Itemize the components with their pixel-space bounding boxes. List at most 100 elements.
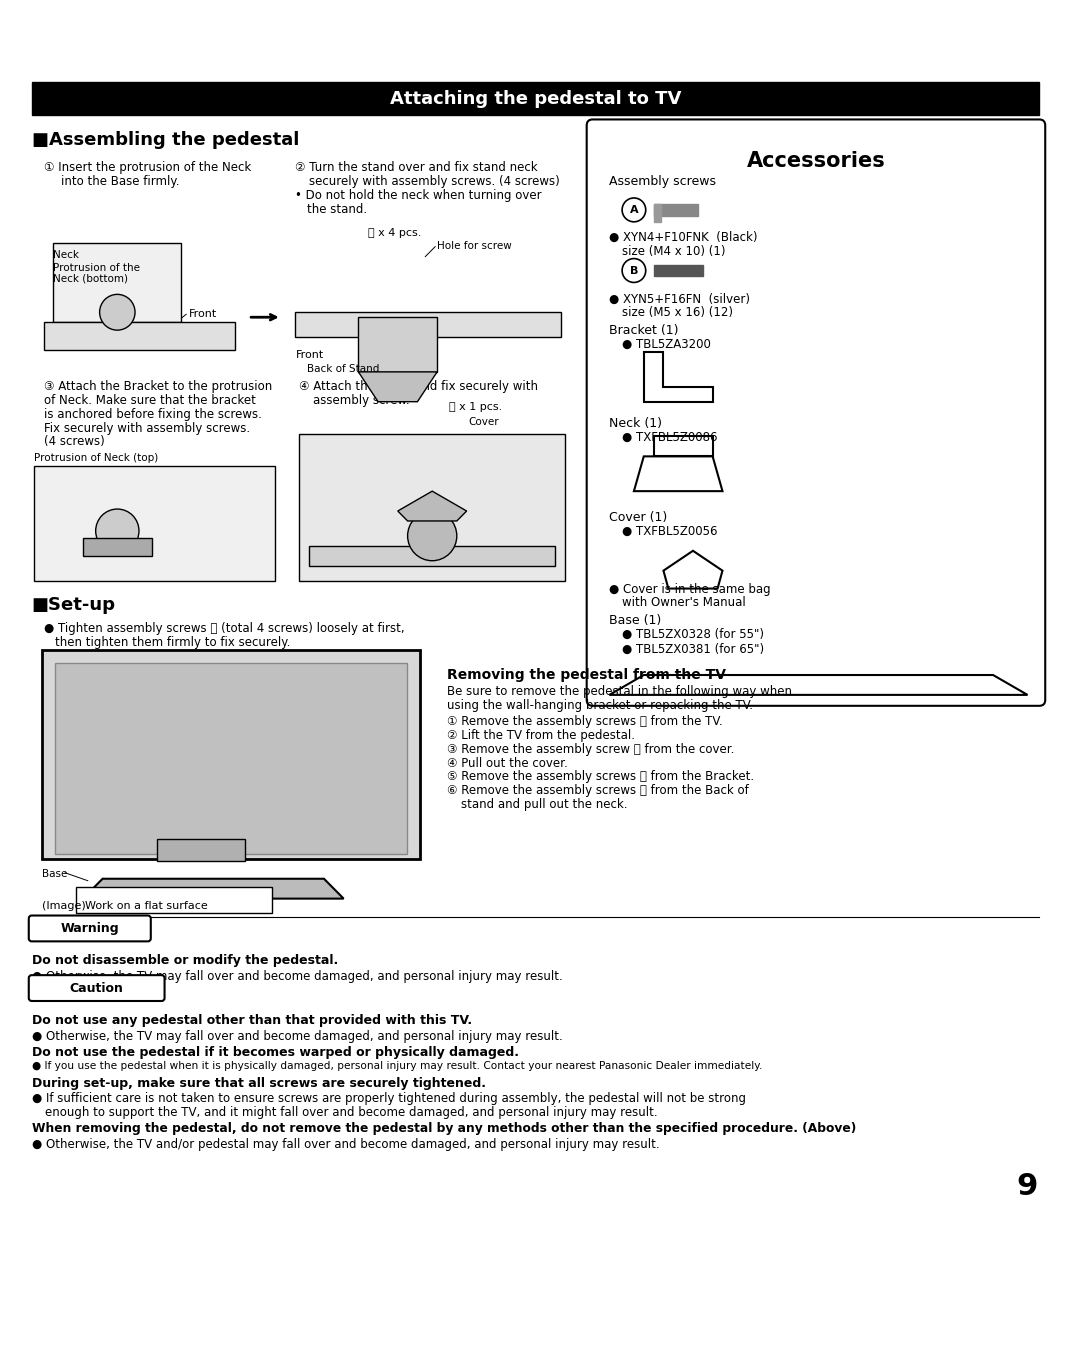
- Text: ● Otherwise, the TV and/or pedestal may fall over and become damaged, and person: ● Otherwise, the TV and/or pedestal may …: [31, 1138, 660, 1151]
- Text: (Image): (Image): [41, 901, 85, 911]
- Text: ④ Attach the cover and fix securely with: ④ Attach the cover and fix securely with: [299, 380, 538, 392]
- Polygon shape: [83, 878, 343, 898]
- Text: ● XYN4+F10FNK  (Black): ● XYN4+F10FNK (Black): [609, 231, 758, 244]
- Text: of Neck. Make sure that the bracket: of Neck. Make sure that the bracket: [43, 394, 255, 407]
- Text: Front: Front: [189, 310, 217, 319]
- Text: • Do not hold the neck when turning over: • Do not hold the neck when turning over: [296, 189, 542, 202]
- Text: Removing the pedestal from the TV: Removing the pedestal from the TV: [447, 668, 726, 682]
- Circle shape: [622, 258, 646, 283]
- Text: Cover: Cover: [469, 417, 499, 426]
- Circle shape: [407, 511, 457, 560]
- Bar: [299, 433, 565, 580]
- Text: ● TBL5ZX0381 (for 65"): ● TBL5ZX0381 (for 65"): [622, 643, 765, 656]
- Text: Do not use the pedestal if it becomes warped or physically damaged.: Do not use the pedestal if it becomes wa…: [31, 1046, 518, 1058]
- Text: Rear side: Rear side: [197, 666, 252, 678]
- Text: Assembly screws: Assembly screws: [609, 175, 716, 188]
- Bar: [55, 663, 407, 854]
- Text: Neck (bottom): Neck (bottom): [53, 273, 129, 284]
- Circle shape: [622, 198, 646, 222]
- Bar: [296, 313, 562, 337]
- Text: Fix securely with assembly screws.: Fix securely with assembly screws.: [43, 422, 249, 434]
- Text: ① Insert the protrusion of the Neck: ① Insert the protrusion of the Neck: [43, 161, 251, 175]
- Text: B: B: [630, 265, 638, 276]
- Bar: [309, 545, 555, 566]
- Bar: [653, 204, 661, 222]
- Text: installation: installation: [201, 759, 259, 770]
- Text: ● If sufficient care is not taken to ensure screws are properly tightened during: ● If sufficient care is not taken to ens…: [31, 1092, 745, 1105]
- Text: Cover (1): Cover (1): [609, 511, 667, 524]
- Text: Ⓑ x 4 pcs.: Ⓑ x 4 pcs.: [368, 227, 421, 238]
- Text: ① Remove the assembly screws Ⓑ from the TV.: ① Remove the assembly screws Ⓑ from the …: [447, 714, 723, 728]
- Text: Bracket (1): Bracket (1): [609, 325, 679, 337]
- Text: Base (1): Base (1): [609, 614, 662, 628]
- Bar: [157, 839, 245, 861]
- Text: ③ Remove the assembly screw Ⓐ from the cover.: ③ Remove the assembly screw Ⓐ from the c…: [447, 743, 734, 755]
- Text: Do not disassemble or modify the pedestal.: Do not disassemble or modify the pedesta…: [31, 954, 338, 967]
- Text: Ⓑ x 4 pcs.: Ⓑ x 4 pcs.: [163, 800, 217, 809]
- Text: is anchored before fixing the screws.: is anchored before fixing the screws.: [43, 407, 261, 421]
- Bar: [83, 538, 152, 556]
- Bar: [359, 317, 437, 372]
- Polygon shape: [397, 491, 467, 521]
- Text: Arrow: Arrow: [58, 717, 89, 728]
- Text: then tighten them firmly to fix securely.: then tighten them firmly to fix securely…: [55, 636, 291, 649]
- Text: Base: Base: [41, 869, 67, 879]
- Text: Front: Front: [296, 350, 324, 360]
- Bar: [41, 651, 420, 859]
- FancyBboxPatch shape: [586, 119, 1045, 706]
- Text: Hole for pedestal: Hole for pedestal: [201, 748, 291, 758]
- FancyBboxPatch shape: [76, 886, 272, 912]
- Text: 9: 9: [1017, 1172, 1038, 1201]
- Text: ● Otherwise, the TV may fall over and become damaged, and personal injury may re: ● Otherwise, the TV may fall over and be…: [31, 970, 563, 984]
- Bar: [653, 265, 703, 276]
- Text: Caution: Caution: [70, 981, 123, 994]
- Text: When removing the pedestal, do not remove the pedestal by any methods other than: When removing the pedestal, do not remov…: [31, 1122, 856, 1135]
- Text: ■Set-up: ■Set-up: [31, 597, 116, 614]
- Text: the stand.: the stand.: [307, 203, 367, 216]
- Text: size (M5 x 16) (12): size (M5 x 16) (12): [622, 306, 733, 319]
- Text: Bracket: Bracket: [229, 833, 269, 843]
- Bar: [43, 322, 235, 350]
- Text: Back of Stand: Back of Stand: [307, 364, 379, 373]
- Text: Ⓑ x 4 pcs.: Ⓑ x 4 pcs.: [130, 467, 184, 476]
- Text: ● XYN5+F16FN  (silver): ● XYN5+F16FN (silver): [609, 292, 751, 306]
- Bar: [653, 204, 698, 216]
- Text: A: A: [630, 204, 638, 215]
- Bar: [31, 81, 1039, 115]
- Text: Do not use any pedestal other than that provided with this TV.: Do not use any pedestal other than that …: [31, 1013, 472, 1027]
- FancyBboxPatch shape: [29, 916, 151, 942]
- Circle shape: [96, 509, 139, 553]
- Text: Hole for screw: Hole for screw: [437, 241, 512, 250]
- FancyBboxPatch shape: [29, 976, 164, 1001]
- Text: with Owner's Manual: with Owner's Manual: [622, 597, 746, 609]
- Text: into the Base firmly.: into the Base firmly.: [62, 175, 179, 188]
- Text: (4 screws): (4 screws): [43, 436, 105, 448]
- Text: Work on a flat surface: Work on a flat surface: [85, 901, 207, 911]
- Bar: [653, 437, 713, 456]
- Text: ● TXFBL5Z0056: ● TXFBL5Z0056: [622, 525, 717, 538]
- Text: mark: mark: [58, 729, 85, 740]
- Text: ⑤ Remove the assembly screws Ⓑ from the Bracket.: ⑤ Remove the assembly screws Ⓑ from the …: [447, 770, 754, 783]
- Text: stand and pull out the neck.: stand and pull out the neck.: [461, 798, 627, 812]
- Text: Attaching the pedestal to TV: Attaching the pedestal to TV: [390, 89, 681, 108]
- Text: ● Otherwise, the TV may fall over and become damaged, and personal injury may re: ● Otherwise, the TV may fall over and be…: [31, 1030, 563, 1043]
- Text: ④ Pull out the cover.: ④ Pull out the cover.: [447, 756, 568, 770]
- Text: enough to support the TV, and it might fall over and become damaged, and persona: enough to support the TV, and it might f…: [45, 1107, 658, 1119]
- Text: ● TBL5ZA3200: ● TBL5ZA3200: [622, 338, 711, 350]
- Text: Protrusion of the: Protrusion of the: [53, 262, 140, 272]
- Text: size (M4 x 10) (1): size (M4 x 10) (1): [622, 245, 726, 257]
- Bar: [53, 242, 181, 322]
- Text: Ⓐ x 1 pcs.: Ⓐ x 1 pcs.: [449, 402, 502, 411]
- Text: ● TBL5ZX0328 (for 55"): ● TBL5ZX0328 (for 55"): [622, 628, 765, 641]
- Text: ■Assembling the pedestal: ■Assembling the pedestal: [31, 131, 299, 149]
- Text: Warning: Warning: [60, 921, 119, 935]
- Text: Neck (1): Neck (1): [609, 417, 662, 430]
- Text: ● Tighten assembly screws Ⓑ (total 4 screws) loosely at first,: ● Tighten assembly screws Ⓑ (total 4 scr…: [43, 622, 404, 636]
- Text: ● Cover is in the same bag: ● Cover is in the same bag: [609, 583, 771, 595]
- Text: ● TXFBL5Z0086: ● TXFBL5Z0086: [622, 430, 717, 444]
- Text: Bracket: Bracket: [91, 479, 131, 490]
- Polygon shape: [359, 372, 437, 402]
- Text: ③ Attach the Bracket to the protrusion: ③ Attach the Bracket to the protrusion: [43, 380, 272, 392]
- Text: securely with assembly screws. (4 screws): securely with assembly screws. (4 screws…: [309, 175, 559, 188]
- Text: assembly screw.: assembly screw.: [313, 394, 409, 407]
